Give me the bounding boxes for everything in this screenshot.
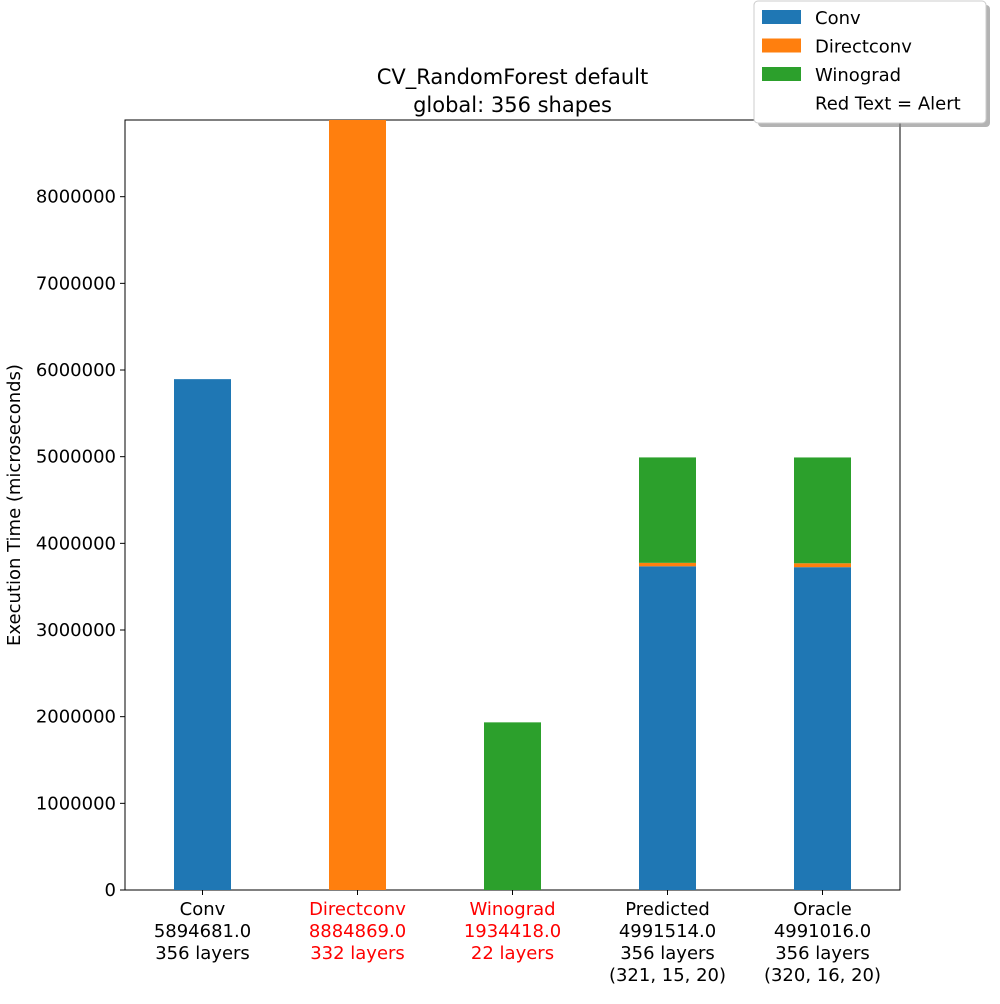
y-tick-label: 6000000 [36, 360, 116, 381]
legend-label: Directconv [815, 37, 912, 58]
legend-label: Winograd [815, 65, 901, 86]
y-axis-label: Execution Time (microseconds) [4, 364, 25, 646]
y-tick-label: 2000000 [36, 707, 116, 728]
bar-conv-4 [794, 567, 851, 890]
chart-title-line: global: 356 shapes [413, 93, 612, 117]
legend-label: Conv [815, 8, 861, 29]
chart-title-line: CV_RandomForest default [377, 65, 648, 90]
legend-swatch-directconv [762, 38, 801, 53]
legend-swatch-conv [762, 10, 801, 24]
y-tick-label: 5000000 [36, 447, 116, 468]
legend-box [753, 0, 987, 124]
x-tick-label: 356 layers [155, 943, 250, 964]
y-tick-label: 8000000 [36, 187, 116, 208]
x-tick-label: Predicted [625, 899, 710, 920]
y-tick-label: 1000000 [36, 793, 116, 814]
x-tick-label: Oracle [793, 899, 852, 920]
bar-directconv-3 [639, 562, 696, 567]
y-tick-label: 0 [105, 880, 116, 901]
x-tick-label: 4991514.0 [619, 921, 716, 942]
x-tick-label: 1934418.0 [464, 921, 561, 942]
x-tick-label: Directconv [309, 899, 406, 920]
bar-winograd-4 [794, 457, 851, 564]
bar-directconv-4 [794, 563, 851, 568]
x-tick-label: 4991016.0 [774, 921, 871, 942]
x-tick-label: (321, 15, 20) [609, 965, 726, 986]
x-tick-label: 5894681.0 [154, 921, 251, 942]
legend-swatch-winograd [762, 67, 801, 81]
y-tick-label: 4000000 [36, 533, 116, 554]
x-tick-label: Conv [180, 899, 226, 920]
y-tick-label: 3000000 [36, 620, 116, 641]
x-tick-label: (320, 16, 20) [764, 965, 881, 986]
bar-conv-0 [174, 379, 231, 890]
bar-winograd-3 [639, 457, 696, 563]
y-tick-label: 7000000 [36, 273, 116, 294]
x-tick-label: 356 layers [775, 943, 870, 964]
bar-winograd-2 [484, 722, 541, 890]
legend-label: Red Text = Alert [815, 94, 961, 115]
bar-conv-3 [639, 566, 696, 890]
x-tick-label: 8884869.0 [309, 921, 406, 942]
x-tick-label: 356 layers [620, 943, 715, 964]
bar-directconv-1 [329, 120, 386, 890]
x-tick-label: 332 layers [310, 943, 405, 964]
x-tick-label: Winograd [469, 899, 555, 920]
x-tick-label: 22 layers [471, 943, 554, 964]
